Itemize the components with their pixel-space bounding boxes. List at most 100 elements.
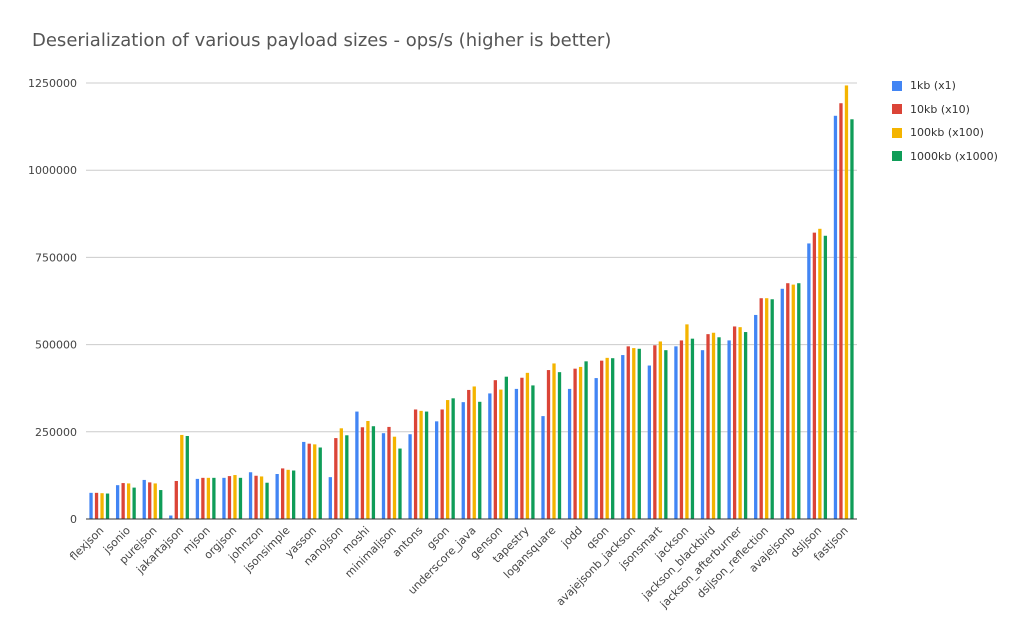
legend-swatch: [892, 151, 902, 162]
bar: [807, 243, 811, 519]
bar: [531, 385, 535, 519]
bar: [727, 340, 731, 519]
bar: [254, 475, 258, 519]
legend-label: 10kb (x10): [910, 102, 970, 116]
bar: [392, 436, 397, 519]
bar: [302, 441, 306, 519]
x-tick-label: antons: [390, 524, 426, 560]
bar: [195, 478, 200, 519]
bar: [647, 365, 651, 519]
bar: [679, 340, 684, 519]
bar: [313, 444, 317, 519]
bar: [573, 368, 577, 519]
bar: [541, 416, 545, 519]
x-tick-label: flexjson: [67, 524, 106, 563]
bar: [435, 421, 439, 519]
bar: [738, 327, 742, 519]
legend-label: 1kb (x1): [910, 79, 956, 93]
bar: [121, 483, 125, 519]
bar: [440, 409, 444, 519]
bar: [419, 410, 423, 519]
bar: [594, 378, 598, 519]
bar: [142, 479, 146, 519]
bar: [812, 232, 817, 519]
bar: [201, 477, 205, 519]
legend-item: 1000kb (x1000): [892, 145, 998, 169]
bar: [706, 334, 710, 519]
bar: [292, 470, 296, 519]
bar: [212, 477, 216, 519]
bar: [493, 380, 497, 519]
bar: [451, 398, 455, 519]
y-tick-label: 500000: [35, 339, 77, 352]
bar: [653, 345, 657, 519]
bar: [717, 337, 721, 519]
bar: [765, 298, 769, 519]
bar: [408, 434, 412, 519]
bar: [355, 411, 359, 519]
bar: [275, 474, 279, 519]
bar: [89, 492, 93, 519]
bar: [307, 443, 311, 519]
bar: [132, 487, 136, 519]
bar: [115, 485, 120, 519]
bar: [584, 361, 588, 519]
legend-label: 100kb (x100): [910, 126, 984, 140]
bar: [366, 420, 370, 519]
x-tick-label: jodd: [558, 524, 585, 551]
bar: [743, 332, 748, 519]
bar: [461, 402, 465, 519]
bar: [791, 284, 795, 519]
bar: [381, 433, 386, 519]
bar: [754, 314, 758, 519]
bar: [637, 348, 641, 519]
bar: [339, 428, 343, 519]
bar: [345, 435, 349, 519]
bar: [567, 388, 572, 519]
bar: [759, 298, 763, 519]
bar: [153, 483, 157, 519]
bar: [159, 490, 163, 519]
bar: [222, 477, 226, 519]
bar: [823, 235, 828, 519]
bar: [611, 358, 615, 519]
y-tick-label: 750000: [35, 251, 77, 264]
bar: [525, 372, 530, 519]
bar: [605, 357, 609, 519]
y-tick-label: 250000: [35, 426, 77, 439]
bar: [318, 447, 322, 519]
bar: [233, 475, 237, 519]
bar: [424, 411, 429, 519]
legend-swatch: [892, 104, 902, 115]
bar: [626, 346, 630, 519]
bar: [398, 448, 402, 519]
bar: [371, 426, 376, 519]
legend: 1kb (x1) 10kb (x10) 100kb (x100) 1000kb …: [892, 74, 998, 168]
bar: [780, 288, 784, 519]
y-tick-label: 0: [70, 513, 77, 526]
bar: [238, 477, 243, 519]
legend-item: 10kb (x10): [892, 98, 998, 122]
bar: [259, 476, 264, 519]
chart-title: Deserialization of various payload sizes…: [32, 30, 612, 51]
bar: [850, 119, 854, 519]
bar: [600, 360, 604, 519]
bar: [185, 435, 189, 519]
bar: [227, 476, 232, 519]
legend-item: 100kb (x100): [892, 121, 998, 145]
bar: [700, 350, 705, 519]
bar: [844, 85, 849, 519]
bar: [100, 493, 104, 519]
bar: [520, 377, 524, 519]
bar: [786, 283, 790, 519]
bar: [413, 409, 418, 519]
bar: [839, 103, 843, 519]
bar: [446, 400, 450, 519]
bar: [499, 389, 503, 519]
bar: [690, 338, 695, 519]
bar: [488, 393, 492, 519]
legend-swatch: [892, 127, 902, 138]
bar: [281, 468, 285, 519]
bar: [797, 283, 801, 519]
